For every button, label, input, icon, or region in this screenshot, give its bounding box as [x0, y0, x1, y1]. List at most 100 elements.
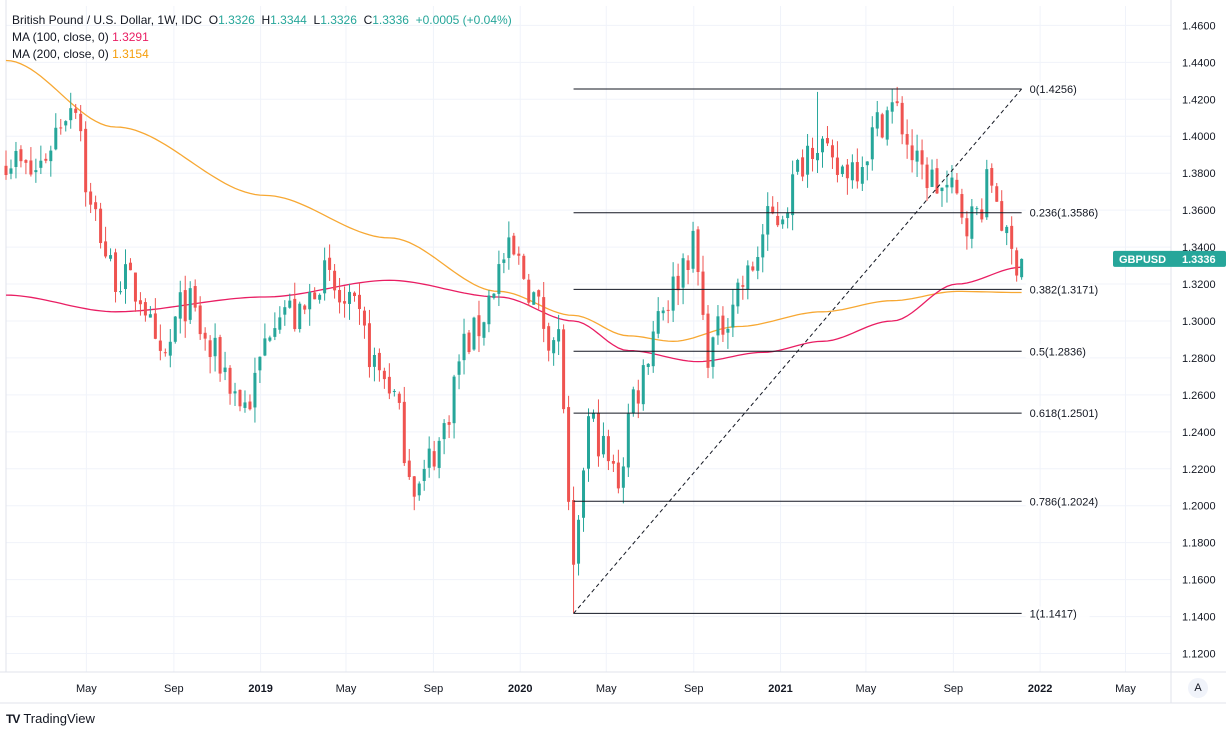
candle [128, 258, 132, 271]
candle-body [845, 164, 849, 179]
candle-body [721, 315, 725, 335]
candle [323, 247, 327, 301]
fib-level-label: 0(1.4256) [1030, 84, 1077, 96]
candle-body [621, 466, 625, 488]
candle-body [128, 262, 132, 271]
candle [691, 221, 695, 273]
fib-label-bg [1025, 494, 1090, 509]
candle-body [995, 186, 999, 202]
symbol-title[interactable]: British Pound / U.S. Dollar, 1W, IDC [12, 13, 203, 27]
candle-body [816, 152, 820, 161]
candle [995, 182, 999, 202]
candle [168, 329, 172, 368]
candle [273, 312, 277, 341]
auto-scale-button[interactable]: A [1188, 678, 1208, 698]
fib-level-label: 1(1.1417) [1030, 608, 1077, 620]
x-tick-label: May [336, 683, 357, 695]
candle-body [527, 279, 531, 303]
fib-level-label: 0.618(1.2501) [1030, 408, 1099, 420]
candle [567, 395, 571, 511]
y-tick-label: 1.3000 [1182, 316, 1216, 328]
candle-body [726, 328, 730, 333]
candle-body [796, 160, 800, 172]
candle-body [49, 150, 53, 162]
candle [497, 250, 501, 307]
candle [84, 121, 88, 207]
candle [253, 357, 257, 423]
x-tick-label: 2022 [1028, 683, 1052, 695]
candle [606, 429, 610, 471]
candle [407, 448, 411, 480]
candle [417, 481, 421, 501]
candle [1005, 225, 1009, 246]
candle [905, 119, 909, 159]
candle-body [751, 266, 755, 271]
x-tick-label: Sep [684, 683, 704, 695]
candle [258, 356, 262, 384]
candle [74, 103, 78, 119]
candle [133, 272, 137, 312]
candle [392, 389, 396, 397]
legend-ma200-line[interactable]: MA (200, close, 0) 1.3154 [12, 46, 512, 63]
candle [631, 386, 635, 417]
candle [925, 157, 929, 201]
candle [14, 141, 18, 179]
candle [587, 408, 590, 482]
candle-body [806, 145, 810, 175]
candle [830, 139, 834, 169]
candle [900, 96, 904, 145]
candle-body [163, 352, 167, 354]
candle-body [29, 160, 33, 175]
candle [572, 486, 576, 614]
diagonal-trend-line [573, 88, 1023, 614]
candle [835, 141, 839, 183]
candle [661, 307, 665, 321]
candle [213, 323, 217, 372]
candle [283, 300, 287, 326]
candle [601, 422, 605, 458]
candle [517, 246, 521, 265]
candle-body [432, 451, 436, 467]
candle [442, 419, 446, 455]
x-tick-label: May [596, 683, 617, 695]
candle [811, 137, 815, 172]
candle [372, 347, 376, 382]
legend-ma100-line[interactable]: MA (100, close, 0) 1.3291 [12, 29, 512, 46]
candle-body [975, 208, 979, 210]
candle [203, 327, 207, 351]
candle [427, 436, 431, 478]
candle [741, 275, 745, 300]
candle-body [910, 145, 914, 161]
candle-body [870, 127, 874, 160]
candle [198, 296, 202, 340]
candle [9, 159, 13, 180]
candle-body [606, 436, 610, 462]
candle [1000, 190, 1004, 232]
candle [49, 145, 53, 177]
candle-body [392, 390, 396, 392]
candle [79, 104, 83, 142]
fib-level-label: 0.5(1.2836) [1030, 346, 1086, 358]
candle-body [676, 275, 680, 291]
candle [303, 304, 307, 315]
candle [477, 300, 481, 353]
candle [801, 149, 805, 182]
candle [228, 365, 232, 405]
y-tick-label: 1.2800 [1182, 353, 1216, 365]
tradingview-branding[interactable]: TV TradingView [6, 711, 95, 726]
candle-body [338, 289, 342, 303]
price-badge-value: 1.3336 [1182, 254, 1216, 266]
candle-body [811, 147, 815, 160]
candle [990, 163, 994, 193]
candle [646, 363, 650, 375]
candle [681, 253, 685, 305]
y-tick-label: 1.1600 [1182, 575, 1216, 587]
y-tick-label: 1.3600 [1182, 205, 1216, 217]
candle [781, 215, 785, 229]
candle [193, 279, 197, 312]
candle-body [880, 114, 884, 138]
candle-body [114, 252, 118, 292]
legend-ohlc-line: British Pound / U.S. Dollar, 1W, IDC O1.… [12, 12, 512, 29]
candle [970, 198, 974, 249]
